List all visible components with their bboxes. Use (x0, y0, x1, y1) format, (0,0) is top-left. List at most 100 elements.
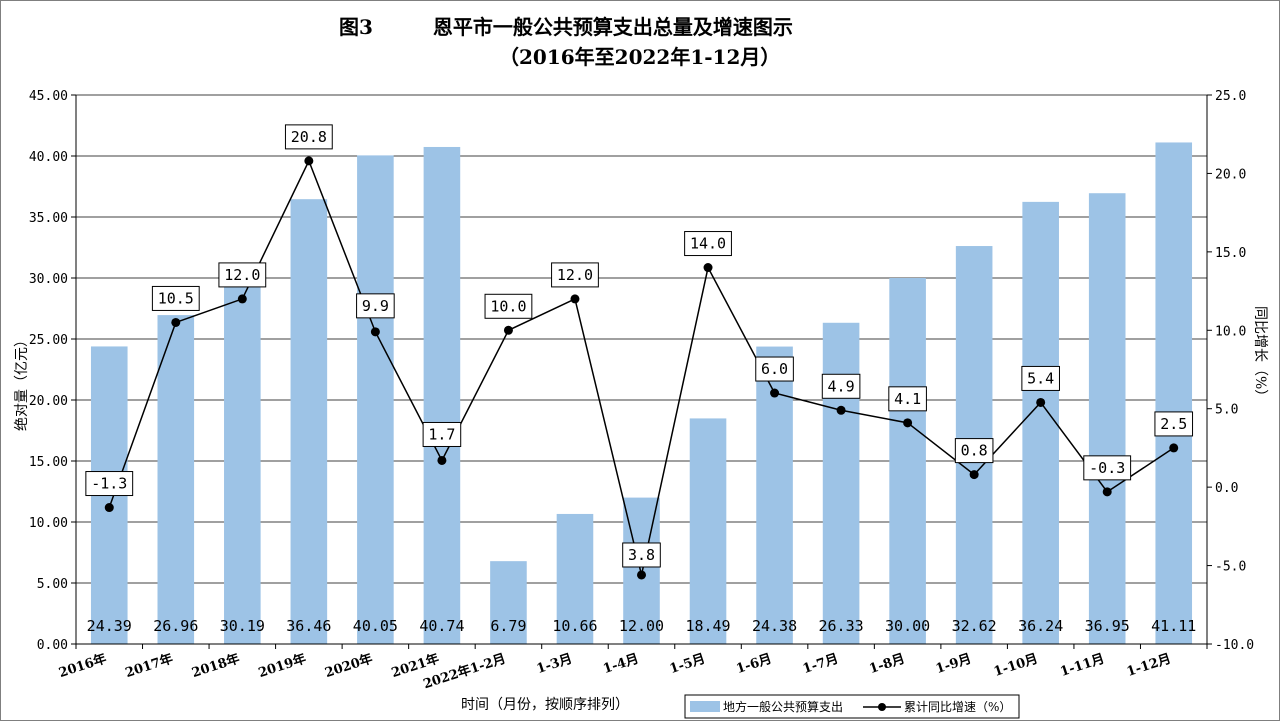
x-tick-label: 1-11月 (1058, 652, 1106, 680)
point-label: 4.1 (894, 390, 921, 408)
data-labels: 24.39 26.96 30.19 36.46 40.05 40.74 6.79 10.66 1… (85, 124, 1196, 635)
point-label-box (484, 293, 533, 319)
point-label-box (218, 262, 267, 288)
bar (1022, 201, 1059, 644)
bar-value-label: 36.24 (1018, 617, 1063, 635)
bar-value-label: 10.66 (552, 617, 597, 635)
y-right-tick-label: 20.0 (1215, 167, 1246, 182)
point-label-box (422, 421, 462, 447)
x-tick-label: 2020年 (323, 651, 375, 681)
bar (556, 513, 594, 644)
bar-value-label: 30.19 (220, 617, 265, 635)
x-tick-label: 1-12月 (1125, 652, 1173, 680)
x-tick-label: 1-8月 (868, 652, 907, 678)
point-label-group: -0.3 (1083, 455, 1132, 481)
bar (689, 418, 727, 644)
point-label-group: 3.8 (622, 542, 661, 568)
chart-title: 图3 恩平市一般公共预算支出总量及增速图示 (339, 15, 793, 39)
x-tick-label: 2018年 (190, 651, 242, 681)
point-label-group: 9.9 (356, 293, 395, 319)
bar-value-label: 18.49 (685, 617, 730, 635)
point-label-box (151, 285, 200, 311)
x-tick-label: 1-6月 (734, 652, 773, 678)
y-left-tick-label: 40.00 (29, 150, 68, 165)
growth-point (903, 418, 913, 428)
growth-point (1036, 397, 1046, 407)
y-right-tick-label: 10.0 (1215, 324, 1246, 339)
point-label-box (684, 231, 732, 257)
point-label: -0.3 (1089, 459, 1125, 477)
point-label: 4.9 (828, 377, 855, 395)
y-left-tick-label: 35.00 (29, 211, 68, 226)
point-label: 9.9 (362, 297, 389, 315)
point-label-group: 12.0 (551, 262, 599, 288)
x-axis-title: 时间（月份，按顺序排列） (461, 697, 629, 713)
growth-point (1169, 443, 1179, 453)
growth-point (171, 317, 181, 327)
y-right-tick-label: 5.0 (1215, 403, 1238, 418)
bar-value-label: 30.00 (885, 617, 930, 635)
x-tick-label: 1-9月 (934, 652, 973, 678)
bar (157, 315, 195, 644)
bar-value-label: 24.39 (87, 617, 132, 635)
growth-point (304, 156, 314, 166)
point-label: 10.0 (490, 297, 526, 315)
y-left-tick-label: 25.00 (29, 333, 68, 348)
bar-value-label: 12.00 (619, 617, 664, 635)
point-label: 14.0 (690, 235, 726, 253)
legend-bar-label: 地方一般公共预算支出 (723, 699, 843, 714)
y-right-tick-label: -10.0 (1215, 638, 1254, 653)
y-left-tick-label: 45.00 (29, 89, 68, 104)
growth-point (1102, 487, 1112, 497)
bar (822, 322, 860, 644)
point-label-group: 4.9 (821, 373, 861, 399)
growth-point (836, 405, 846, 415)
growth-point (370, 327, 380, 337)
x-tick-label: 2017年 (123, 651, 175, 681)
y-right-tick-label: -5.0 (1215, 560, 1246, 575)
x-tick-label: 2016年 (57, 651, 109, 681)
bar-value-label: 24.38 (752, 617, 797, 635)
point-label: 20.8 (291, 128, 327, 146)
point-label-box (755, 356, 794, 382)
point-label-box (551, 262, 599, 288)
point-label-box (954, 438, 994, 464)
growth-point (237, 294, 247, 304)
y-right-tick-label: 0.0 (1215, 481, 1238, 496)
point-label-group: 2.5 (1154, 411, 1194, 437)
growth-point (437, 455, 447, 465)
bar (889, 278, 926, 644)
bar (1155, 142, 1193, 644)
bar-value-label: 32.62 (952, 617, 997, 635)
x-tick-label: 1-3月 (535, 652, 574, 678)
point-label-group: 14.0 (684, 231, 732, 257)
y-axis-right-title: 同比增长（%） (1252, 306, 1268, 403)
point-label-group: 5.4 (1021, 365, 1060, 391)
bar (490, 561, 527, 644)
point-label-group: 0.8 (954, 438, 994, 464)
growth-point (703, 263, 713, 273)
bar (224, 275, 261, 644)
bar-value-label: 6.79 (490, 617, 526, 635)
bar (1088, 193, 1126, 644)
point-label-box (821, 373, 861, 399)
bar-value-label: 36.46 (286, 617, 331, 635)
bar-value-label: 41.11 (1151, 617, 1196, 635)
point-label-box (356, 293, 395, 319)
growth-point (104, 503, 114, 513)
bar-value-label: 26.33 (819, 617, 864, 635)
legend: 地方一般公共预算支出 累计同比增速（%） (684, 694, 1020, 719)
x-tick-label: 1-4月 (601, 652, 640, 678)
growth-point (770, 388, 780, 398)
growth-point (637, 570, 646, 580)
y-left-tick-label: 30.00 (29, 272, 68, 287)
bar (357, 155, 394, 644)
point-label: -1.3 (91, 475, 127, 493)
x-tick-label: 1-5月 (668, 652, 707, 678)
legend-frame (684, 694, 1020, 719)
point-label-group: 12.0 (218, 262, 267, 288)
legend-line-label: 累计同比增速（%） (904, 700, 1011, 714)
point-label-group: 10.0 (484, 293, 533, 319)
bar (423, 146, 461, 645)
